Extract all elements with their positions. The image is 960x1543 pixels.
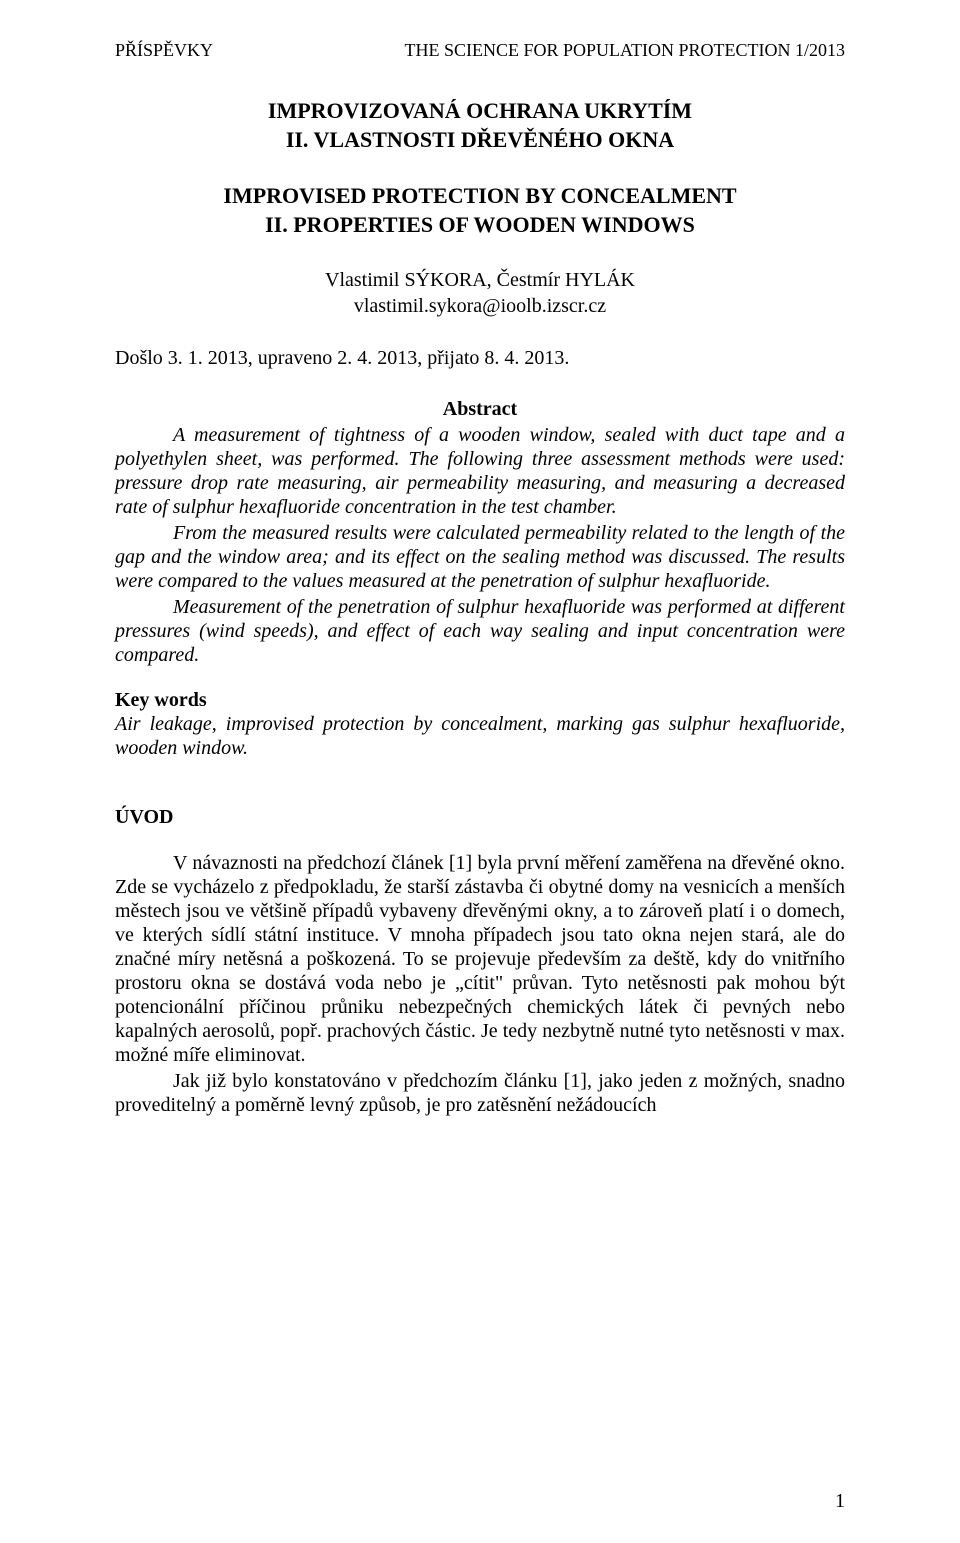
abstract-p3: Measurement of the penetration of sulphu…	[115, 595, 845, 667]
title-en: IMPROVISED PROTECTION BY CONCEALMENT II.…	[115, 182, 845, 239]
abstract-p2: From the measured results were calculate…	[115, 521, 845, 593]
intro-body: V návaznosti na předchozí článek [1] byl…	[115, 851, 845, 1117]
subtitle-line1: IMPROVISED PROTECTION BY CONCEALMENT	[115, 182, 845, 211]
header-left: PŘÍSPĚVKY	[115, 40, 213, 61]
author-names: Vlastimil SÝKORA, Čestmír HYLÁK	[115, 267, 845, 293]
title-line2: II. VLASTNOSTI DŘEVĚNÉHO OKNA	[115, 126, 845, 155]
intro-p1: V návaznosti na předchozí článek [1] byl…	[115, 851, 845, 1067]
submission-dates: Došlo 3. 1. 2013, upraveno 2. 4. 2013, p…	[115, 347, 845, 370]
subtitle-line2: II. PROPERTIES OF WOODEN WINDOWS	[115, 211, 845, 240]
abstract-heading: Abstract	[115, 398, 845, 421]
abstract-p1: A measurement of tightness of a wooden w…	[115, 423, 845, 519]
running-header: PŘÍSPĚVKY THE SCIENCE FOR POPULATION PRO…	[115, 40, 845, 61]
authors-block: Vlastimil SÝKORA, Čestmír HYLÁK vlastimi…	[115, 267, 845, 319]
keywords-heading: Key words	[115, 689, 845, 712]
header-right: THE SCIENCE FOR POPULATION PROTECTION 1/…	[404, 40, 845, 61]
page-container: PŘÍSPĚVKY THE SCIENCE FOR POPULATION PRO…	[0, 0, 960, 1543]
page-number: 1	[835, 1490, 845, 1513]
intro-p2: Jak již bylo konstatováno v předchozím č…	[115, 1069, 845, 1117]
title-cz: IMPROVIZOVANÁ OCHRANA UKRYTÍM II. VLASTN…	[115, 97, 845, 154]
abstract-body: A measurement of tightness of a wooden w…	[115, 423, 845, 667]
keywords-text: Air leakage, improvised protection by co…	[115, 712, 845, 760]
intro-heading: ÚVOD	[115, 806, 845, 829]
title-line1: IMPROVIZOVANÁ OCHRANA UKRYTÍM	[115, 97, 845, 126]
author-email: vlastimil.sykora@ioolb.izscr.cz	[115, 293, 845, 319]
